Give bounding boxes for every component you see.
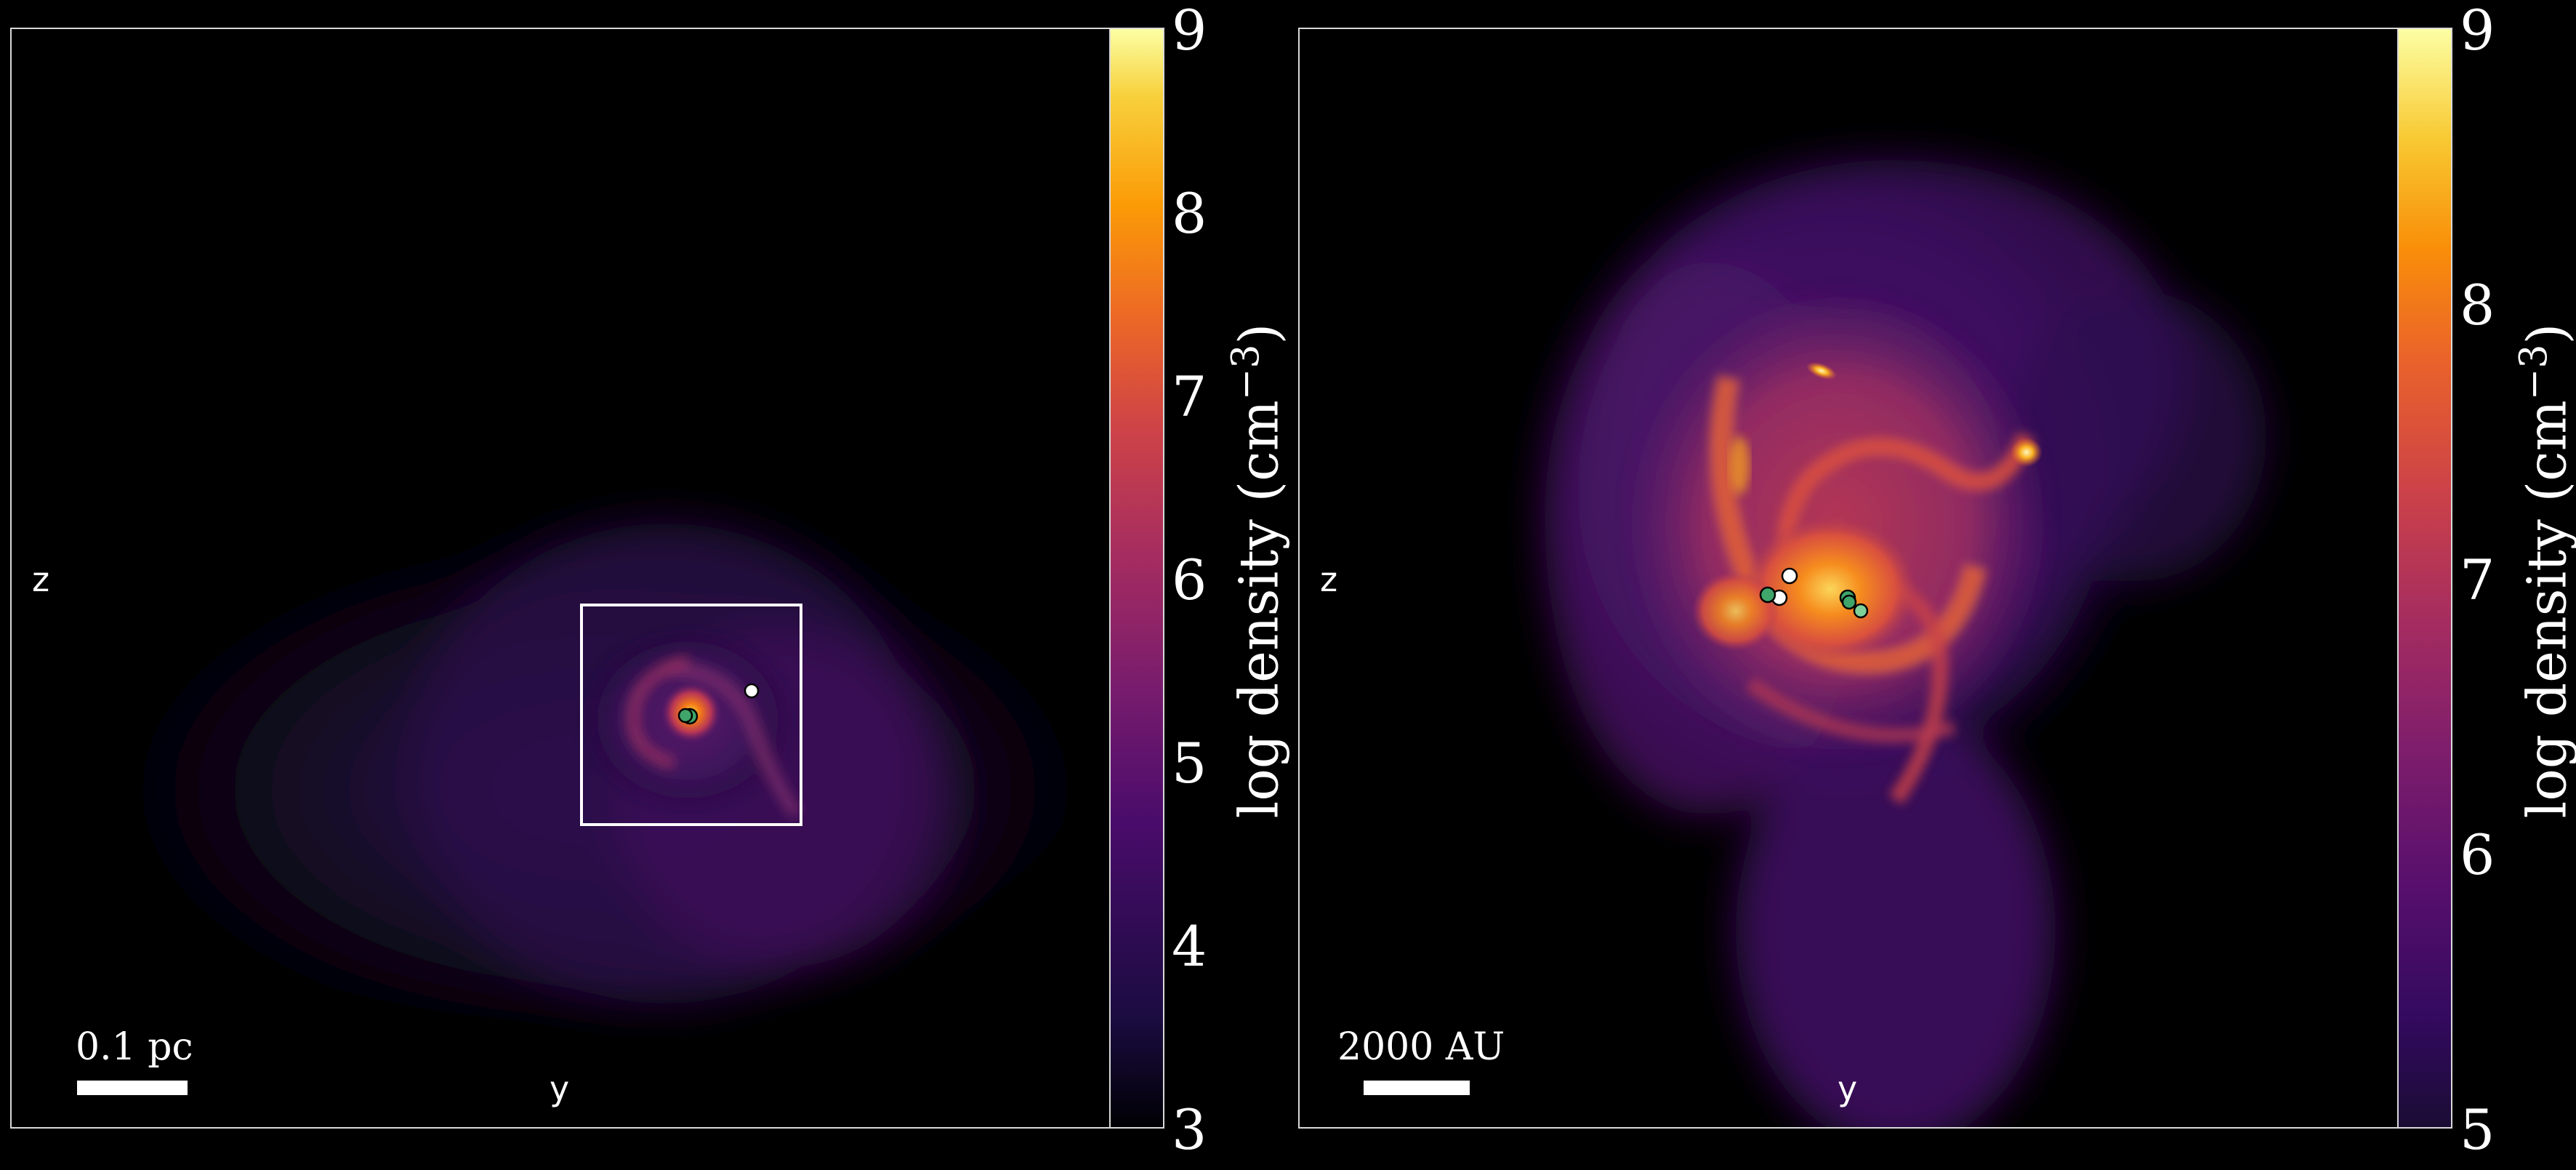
sink-particle-green	[1841, 594, 1857, 610]
sink-particle-white	[1781, 567, 1798, 585]
scalebar	[1364, 1081, 1470, 1095]
colorbar-tick: 9	[2460, 0, 2495, 63]
clump-upper	[1806, 361, 1837, 380]
scalebar	[77, 1081, 188, 1095]
colorbar-tick: 5	[1172, 731, 1207, 796]
left-density-panel: z y 0.1 pc	[10, 28, 1111, 1129]
axis-label-z: z	[32, 560, 50, 599]
sink-particle-white	[744, 683, 760, 699]
colorbar-tick: 4	[1172, 914, 1207, 979]
colorbar-tick: 6	[2460, 822, 2495, 887]
zoom-region-box	[580, 604, 802, 826]
colorbar-tick: 7	[1172, 364, 1207, 429]
left-colorbar	[1109, 28, 1164, 1129]
right-colorbar	[2397, 28, 2452, 1129]
colorbar-tick: 8	[2460, 273, 2495, 337]
colorbar-tick: 5	[2460, 1097, 2495, 1162]
right-dense-core-secondary	[1692, 571, 1779, 651]
scalebar-label: 0.1 pc	[76, 1025, 193, 1069]
colorbar-tick: 7	[2460, 548, 2495, 612]
colorbar-tick: 8	[1172, 181, 1207, 246]
sink-particle-green	[677, 708, 693, 724]
scalebar-label: 2000 AU	[1337, 1025, 1505, 1069]
colorbar-label: log density (cm−3)	[1224, 323, 1291, 819]
colorbar-tick: 6	[1172, 548, 1207, 612]
sink-particle-green	[1759, 586, 1776, 604]
axis-label-y: y	[550, 1069, 570, 1108]
right-density-panel: z y 2000 AU	[1298, 28, 2399, 1129]
axis-label-z: z	[1320, 560, 1338, 599]
left-diffuse-cloud	[12, 429, 1102, 1011]
colorbar-tick: 3	[1172, 1097, 1207, 1162]
colorbar-label: log density (cm−3)	[2512, 323, 2576, 819]
right-density-map	[1300, 29, 2397, 1127]
left-density-map	[12, 29, 1109, 1127]
right-dense-core	[1743, 516, 1917, 662]
sink-particle-green	[1853, 603, 1869, 619]
clump-right	[2011, 438, 2042, 467]
clump-left	[1729, 436, 1750, 494]
axis-label-y: y	[1838, 1069, 1858, 1108]
colorbar-tick: 9	[1172, 0, 1207, 63]
